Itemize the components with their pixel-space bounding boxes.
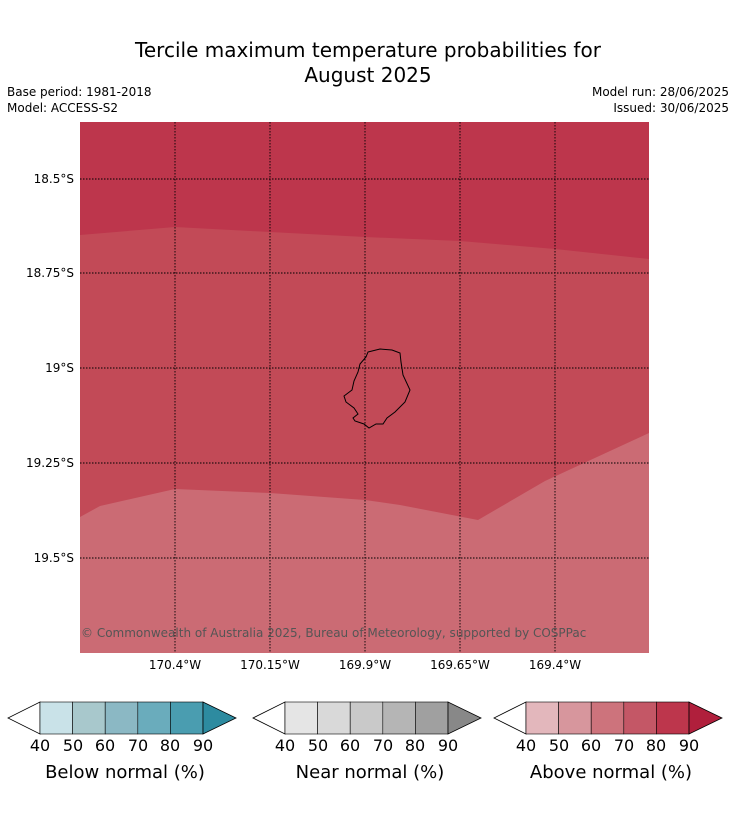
colorbar-segment [39,701,73,735]
colorbar-extension-low [252,701,286,735]
lat-labels: 18.5°S 18.75°S 19°S 19.25°S 19.5°S [26,172,74,565]
colorbar-extension-high [447,701,482,735]
colorbar-tick: 60 [94,736,116,755]
colorbar-segment [317,701,351,735]
colorbar-segment [525,701,559,735]
colorbar-tick: 80 [159,736,181,755]
colorbar-tick: 90 [437,736,459,755]
colorbar-above-normal-scale [493,701,723,735]
colorbar-segment [137,701,171,735]
colorbar-near-normal-scale [252,701,482,735]
colorbar-tick: 90 [678,736,700,755]
map-figure: © Commonwealth of Australia 2025, Bureau… [26,122,649,672]
colorbar-above-normal-ticks: 40 50 60 70 80 90 [493,736,729,756]
colorbar-segment [558,701,592,735]
colorbar-segment [656,701,690,735]
colorbar-below-normal-scale [7,701,237,735]
colorbar-near-normal-ticks: 40 50 60 70 80 90 [252,736,488,756]
colorbar-above-normal-label: Above normal (%) [529,762,693,783]
lon-label: 170.15°W [240,658,300,672]
meta-left: Base period: 1981-2018 Model: ACCESS-S2 [7,84,152,116]
lon-labels: 170.4°W 170.15°W 169.9°W 169.65°W 169.4°… [149,658,581,672]
colorbar-tick: 50 [307,736,329,755]
colorbar-below-normal-ticks: 40 50 60 70 80 90 [7,736,243,756]
lat-label: 19.5°S [34,551,74,565]
colorbar-tick: 50 [548,736,570,755]
model-run: Model run: 28/06/2025 [591,85,729,99]
colorbar-tick: 60 [580,736,602,755]
meta-right: Model run: 28/06/2025 Issued: 30/06/2025 [592,84,729,116]
colorbar-extension-low [7,701,41,735]
grid-lines [80,122,649,653]
lat-label: 18.75°S [26,266,74,280]
title-line-1: Tercile maximum temperature probabilitie… [135,38,601,62]
colorbar-segment [104,701,139,735]
lon-label: 170.4°W [149,658,201,672]
issued-date: Issued: 30/06/2025 [613,101,729,115]
base-period: Base period: 1981-2018 [7,85,152,99]
map-title: Tercile maximum temperature probabilitie… [0,38,736,88]
colorbar-extension-low [493,701,527,735]
lat-label: 19.25°S [26,456,74,470]
lon-label: 169.4°W [529,658,581,672]
lat-label: 19°S [45,361,74,375]
colorbar-segment [590,701,625,735]
colorbar-below-normal: 40 50 60 70 80 90 Below normal (%) [7,700,243,800]
probability-fields [80,122,649,653]
colorbar-tick: 80 [404,736,426,755]
colorbar-segment [415,701,449,735]
colorbar-tick: 70 [613,736,635,755]
colorbar-near-normal-label: Near normal (%) [295,762,445,783]
colorbar-near-normal: 40 50 60 70 80 90 Near normal (%) [252,700,488,800]
colorbar-tick: 70 [127,736,149,755]
model-name: Model: ACCESS-S2 [7,101,119,115]
colorbar-tick: 50 [62,736,84,755]
colorbar-above-normal: 40 50 60 70 80 90 Above normal (%) [493,700,729,800]
colorbar-segment [284,701,318,735]
copyright-notice: © Commonwealth of Australia 2025, Bureau… [81,626,586,640]
lon-label: 169.65°W [430,658,490,672]
colorbar-tick: 40 [515,736,537,755]
colorbar-segment [623,701,657,735]
colorbar-tick: 40 [274,736,296,755]
colorbar-segment [72,701,106,735]
colorbar-tick: 80 [645,736,667,755]
colorbar-extension-high [202,701,237,735]
colorbar-segment [170,701,204,735]
title-line-2: August 2025 [304,63,432,87]
island-coastline [343,348,411,429]
colorbar-tick: 60 [339,736,361,755]
lon-label: 169.9°W [339,658,391,672]
colorbar-tick: 90 [192,736,214,755]
lat-label: 18.5°S [34,172,74,186]
region-above-60-70 [80,433,649,653]
colorbar-tick: 40 [29,736,51,755]
colorbar-below-normal-label: Below normal (%) [45,762,205,783]
colorbar-segment [349,701,384,735]
colorbar-tick: 70 [372,736,394,755]
colorbar-segment [382,701,416,735]
colorbar-extension-high [688,701,723,735]
